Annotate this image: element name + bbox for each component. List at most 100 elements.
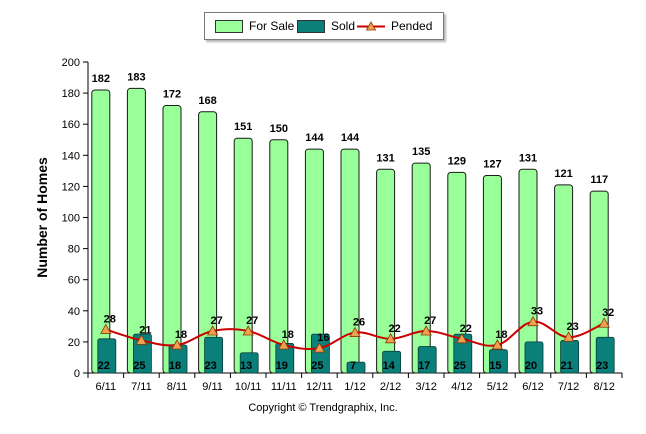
legend-item-pended: Pended [357, 13, 432, 39]
data-label-sold: 25 [133, 360, 145, 372]
y-tick-label: 100 [62, 213, 80, 225]
data-label-pended: 32 [602, 307, 614, 319]
y-axis-title: Number of Homes [34, 157, 50, 278]
data-label-sold: 25 [454, 360, 466, 372]
legend-item-sold: Sold [297, 13, 355, 39]
data-label-for-sale: 117 [590, 174, 608, 186]
data-label-for-sale: 168 [198, 95, 216, 107]
y-tick-label: 60 [68, 275, 80, 287]
data-label-pended: 22 [460, 323, 472, 335]
data-label-pended: 22 [388, 323, 400, 335]
marker-pended [491, 339, 504, 350]
bar-sold [204, 336, 224, 374]
data-label-sold: 21 [560, 360, 572, 372]
data-label-for-sale: 172 [163, 89, 181, 101]
x-tick-label: 10/11 [235, 381, 262, 393]
data-label-sold: 14 [382, 360, 395, 372]
legend-label-sold: Sold [331, 19, 356, 33]
bar-sold [97, 338, 117, 374]
data-label-pended: 27 [246, 315, 258, 327]
x-tick-label: 2/12 [380, 381, 401, 393]
data-label-for-sale: 135 [412, 146, 430, 158]
data-label-for-sale: 131 [519, 152, 537, 164]
marker-pended [242, 325, 254, 336]
data-label-sold: 19 [276, 360, 288, 372]
x-tick-label: 7/11 [131, 381, 152, 393]
data-label-pended: 18 [495, 329, 507, 341]
data-label-for-sale: 144 [341, 132, 360, 144]
data-label-for-sale: 129 [448, 155, 466, 167]
marker-pended [598, 317, 610, 328]
marker-pended [100, 323, 112, 334]
data-label-pended: 28 [104, 313, 116, 325]
data-label-sold: 23 [596, 360, 608, 372]
data-label-pended: 16 [317, 332, 329, 344]
y-tick-label: 200 [62, 57, 80, 69]
marker-pended [278, 339, 290, 350]
y-tick-label: 80 [68, 244, 80, 256]
y-tick-label: 40 [68, 306, 80, 318]
bar-sold [453, 333, 473, 374]
y-tick-label: 160 [62, 119, 80, 131]
data-label-sold: 22 [98, 360, 110, 372]
marker-pended [384, 332, 397, 344]
bar-for-sale [411, 162, 431, 374]
marker-pended [206, 325, 219, 336]
data-label-for-sale: 183 [127, 71, 145, 83]
x-tick-label: 5/12 [487, 381, 508, 393]
data-label-sold: 25 [311, 360, 323, 372]
copyright-text: Copyright © Trendgraphix, Inc. [248, 402, 398, 414]
data-label-sold: 18 [169, 360, 181, 372]
data-label-for-sale: 121 [554, 168, 572, 180]
data-label-for-sale: 182 [92, 73, 110, 85]
marker-pended [349, 326, 361, 337]
data-label-sold: 23 [204, 360, 216, 372]
legend-swatch-sold [297, 19, 325, 33]
legend-label-for-sale: For Sale [249, 19, 295, 33]
x-tick-label: 7/12 [558, 381, 579, 393]
data-label-sold: 7 [350, 360, 356, 372]
bar-sold [595, 336, 615, 374]
marker-pended [420, 325, 432, 336]
bar-sold [417, 346, 437, 374]
data-label-pended: 33 [531, 306, 543, 318]
y-tick-label: 0 [74, 368, 80, 380]
data-label-pended: 23 [566, 321, 578, 333]
bar-sold [346, 361, 366, 374]
x-tick-label: 8/12 [593, 381, 614, 393]
x-tick-label: 12/11 [306, 381, 333, 393]
data-label-sold: 15 [489, 360, 501, 372]
x-tick-label: 6/12 [522, 381, 543, 393]
legend-label-pended: Pended [391, 19, 433, 33]
bar-for-sale [233, 137, 253, 374]
data-label-pended: 21 [139, 324, 151, 336]
data-label-sold: 17 [418, 360, 430, 372]
x-tick-label: 4/12 [451, 381, 472, 393]
bar-sold [524, 341, 544, 374]
data-label-for-sale: 150 [270, 123, 288, 135]
x-tick-label: 11/11 [271, 381, 297, 393]
legend-swatch-for-sale [215, 19, 243, 33]
y-tick-label: 180 [62, 88, 80, 100]
x-tick-label: 6/11 [96, 381, 117, 393]
y-tick-label: 140 [62, 150, 80, 162]
bar-for-sale [340, 148, 360, 374]
data-label-for-sale: 127 [483, 159, 501, 171]
data-label-for-sale: 131 [376, 152, 394, 164]
data-label-pended: 27 [210, 315, 222, 327]
bar-sold [382, 350, 402, 374]
marker-pended [171, 339, 183, 350]
y-tick-label: 20 [68, 337, 80, 349]
data-label-for-sale: 151 [234, 121, 252, 133]
marker-pended [527, 315, 539, 327]
x-tick-label: 1/12 [344, 381, 365, 393]
x-tick-label: 8/11 [167, 381, 188, 393]
bar-sold [239, 352, 259, 374]
bar-sold [310, 333, 330, 374]
marker-pended [135, 334, 148, 345]
marker-pended [456, 332, 468, 344]
bar-sold [488, 349, 508, 374]
data-label-pended: 26 [353, 317, 365, 329]
marker-pended [562, 331, 575, 342]
